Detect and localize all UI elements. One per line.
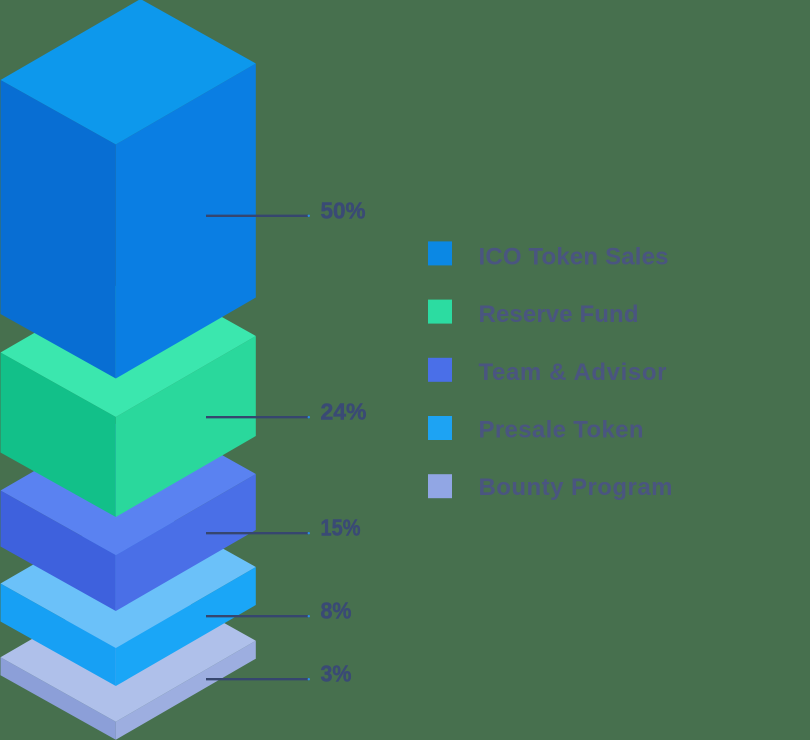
svg-text:15%: 15% xyxy=(321,515,361,541)
svg-text:Reserve Fund: Reserve Fund xyxy=(479,301,639,328)
svg-text:Bounty Program: Bounty Program xyxy=(479,474,673,501)
svg-text:3%: 3% xyxy=(321,661,352,687)
svg-text:24%: 24% xyxy=(321,399,367,425)
svg-text:8%: 8% xyxy=(321,598,352,624)
svg-text:Team & Advisor: Team & Advisor xyxy=(479,359,667,386)
svg-text:50%: 50% xyxy=(321,197,366,223)
svg-text:Presale Token: Presale Token xyxy=(479,417,644,444)
svg-text:ICO Token Sales: ICO Token Sales xyxy=(479,244,669,271)
